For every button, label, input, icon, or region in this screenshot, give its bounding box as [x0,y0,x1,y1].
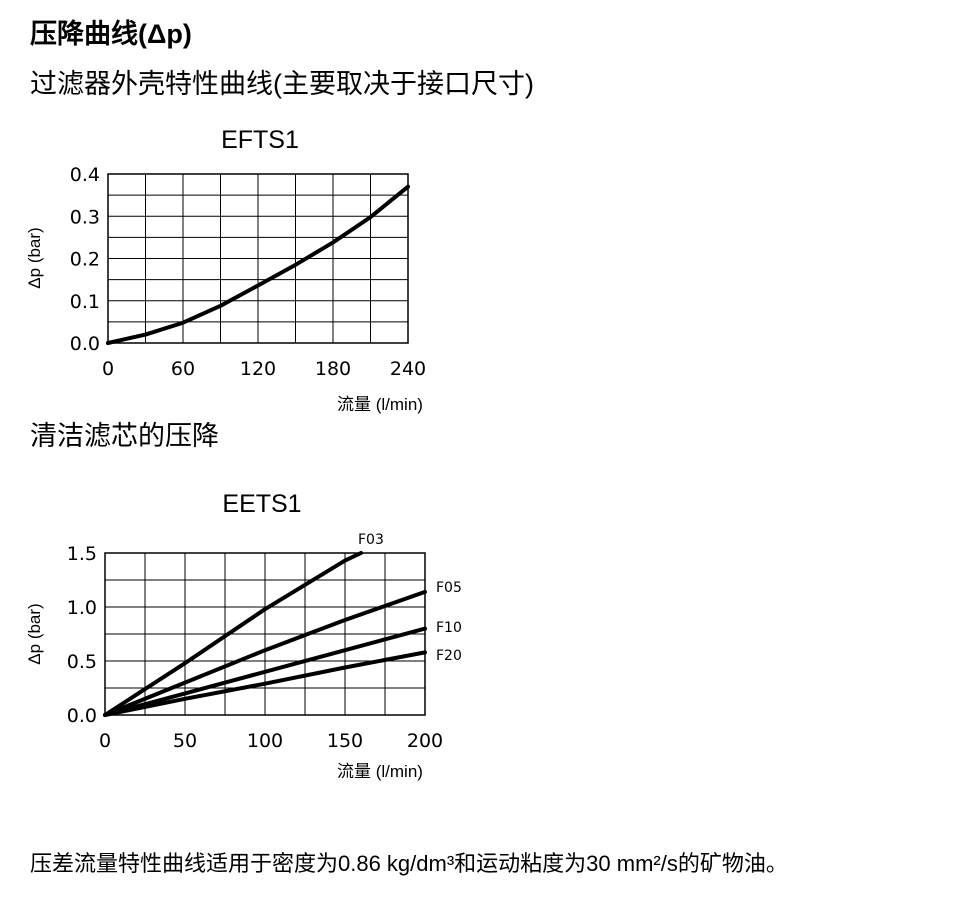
series-label-f10: F10 [436,620,462,636]
efts1-chart: EFTS1 0 60 120 180 240 0.0 0.1 0.2 0.3 0.4 流量 (l/mi… [25,126,426,414]
series-line-f10 [103,626,427,717]
x-tick-label: 150 [327,730,363,752]
y-tick-label: 0.1 [70,291,100,313]
y-tick-label: 1.5 [67,543,97,565]
chart-title: EETS1 [222,490,301,518]
y-tick-label: 0.5 [67,651,97,673]
x-tick-label: 120 [240,358,276,380]
y-tick-label: 0.0 [67,705,97,727]
series-line-f03 [103,551,363,717]
y-axis-label: Δp (bar) [25,603,44,664]
series-line-f20 [103,650,427,717]
x-tick-label: 0 [99,730,111,752]
chart-title: EFTS1 [221,126,299,154]
y-axis-label: Δp (bar) [25,227,44,288]
x-axis-label: 流量 (l/min) [337,762,423,781]
series-label-f05: F05 [436,580,462,596]
y-tick-label: 0.4 [70,164,100,186]
plot-frame [107,173,409,344]
housing-curve-subheading: 过滤器外壳特性曲线(主要取决于接口尺寸) [30,69,534,99]
y-tick-label: 0.3 [70,206,100,228]
x-tick-label: 60 [171,358,195,380]
y-tick-label: 0.0 [70,333,100,355]
x-tick-label: 50 [173,730,197,752]
plot-frame [104,552,426,716]
series-line [106,184,410,345]
x-tick-label: 0 [102,358,114,380]
series-label-f20: F20 [436,648,462,664]
footnote: 压差流量特性曲线适用于密度为0.86 kg/dm³和运动粘度为30 mm²/s的… [30,851,788,876]
x-tick-label: 180 [315,358,351,380]
x-axis-label: 流量 (l/min) [337,395,423,414]
clean-element-heading: 清洁滤芯的压降 [30,421,219,451]
x-tick-label: 240 [390,358,426,380]
x-tick-label: 200 [407,730,443,752]
eets1-chart: EETS1 0 50 100 150 200 0.0 0.5 1.0 1.5 流量 (l/min) Δ… [25,490,462,781]
y-tick-label: 0.2 [70,249,100,271]
series-line-f05 [103,589,427,717]
series-label-f03: F03 [358,532,384,548]
page-heading: 压降曲线(Δp) [30,19,192,49]
y-tick-label: 1.0 [67,597,97,619]
x-tick-label: 100 [247,730,283,752]
